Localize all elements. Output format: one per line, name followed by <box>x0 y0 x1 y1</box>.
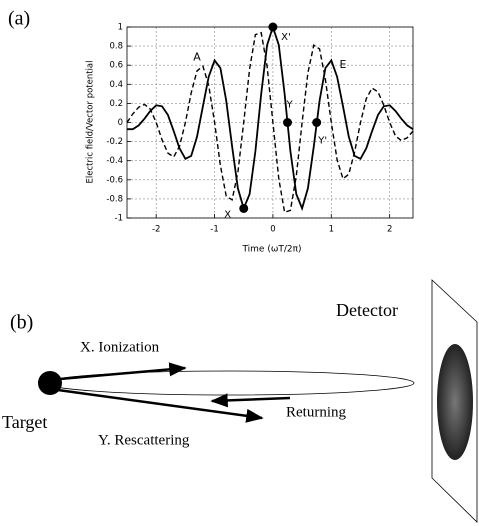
panel-label: (a) <box>8 8 30 30</box>
point-label: X' <box>281 32 291 43</box>
ionization-arrow <box>59 362 187 381</box>
y-tick-label: 0.2 <box>109 99 123 109</box>
y-tick-label: -0.8 <box>106 194 123 204</box>
x-tick-label: 0 <box>270 225 275 235</box>
series-label: E <box>339 58 346 71</box>
x-axis-label: Time (ωT/2π) <box>241 245 301 255</box>
marked-point <box>268 22 278 32</box>
returning-label: Returning <box>286 404 346 420</box>
x-tick-label: 2 <box>387 225 392 235</box>
y-tick-label: -0.2 <box>106 137 123 147</box>
marked-point <box>239 203 249 213</box>
ionization-label: X. Ionization <box>80 339 160 355</box>
y-tick-label: 0.8 <box>109 42 123 52</box>
series-label: A <box>193 51 201 64</box>
series-line <box>127 24 414 212</box>
rescattering-arrow <box>57 388 264 423</box>
detector-pattern <box>437 344 473 460</box>
series-line <box>126 31 414 214</box>
point-label: Y <box>285 100 293 111</box>
y-tick-label: 0.4 <box>109 80 123 90</box>
y-tick-label: 0.6 <box>109 61 123 71</box>
y-tick-label: 0 <box>118 118 123 128</box>
y-tick-label: -0.6 <box>106 175 123 185</box>
marked-point <box>312 118 322 127</box>
chart: (a) Time (ωT/2π) Electric field/Vector p… <box>8 8 414 255</box>
panel-label: (b) <box>10 312 33 334</box>
y-tick-label: -0.4 <box>106 156 123 166</box>
point-label: X <box>224 209 231 220</box>
target-label: Target <box>2 412 47 432</box>
x-tick-label: -1 <box>210 225 218 235</box>
x-tick-label: 1 <box>329 225 334 235</box>
plot-area <box>127 27 413 218</box>
y-tick-label: 1 <box>118 23 123 33</box>
rescattering-label: Y. Rescattering <box>98 432 190 448</box>
returning-arrow <box>210 393 291 408</box>
y-axis-label: Electric field/Vector potential <box>86 60 96 183</box>
x-tick-label: -2 <box>152 225 160 235</box>
y-tick-label: -1 <box>115 214 123 224</box>
marked-point <box>283 118 293 127</box>
detector-label: Detector <box>336 300 398 320</box>
diagram: (b) Detector X. Ionization Target Return… <box>2 279 478 523</box>
point-label: Y' <box>317 136 327 147</box>
target <box>38 371 62 395</box>
